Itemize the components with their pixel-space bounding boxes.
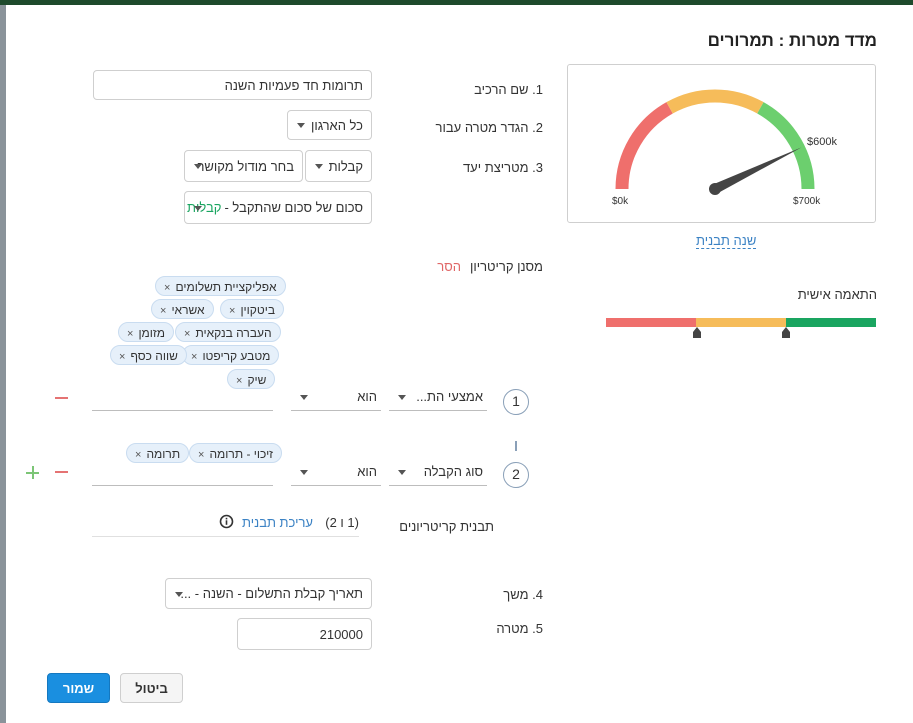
target-metric-label: 3. מטריצת יעד — [462, 160, 543, 175]
tag-remove-icon[interactable]: × — [160, 305, 167, 317]
remove-criterion-icon[interactable] — [55, 397, 68, 399]
chevron-down-icon — [315, 164, 323, 169]
goal-meter-dialog: מדד מטרות : תמרורים 1. שם הרכיב תרומות ח… — [6, 5, 913, 723]
chevron-down-icon — [398, 469, 406, 475]
criterion-tag: שווה כסף× — [110, 345, 187, 365]
criterion-tag: שיק× — [227, 369, 276, 389]
goal-value: 210000 — [319, 626, 363, 642]
criterion-1-operator-select[interactable]: הוא — [291, 383, 381, 411]
widget-name-label: 1. שם הרכיב — [474, 82, 543, 97]
criterion-number-2: 2 — [503, 462, 529, 488]
criteria-connector — [515, 441, 517, 451]
range-handle-icon[interactable] — [692, 327, 702, 338]
criterion-tag: מטבע קריפטו× — [182, 345, 280, 365]
change-template-link[interactable]: שנה תבנית — [696, 233, 757, 249]
gauge-segment-green — [757, 102, 815, 190]
linked-module-value: בחר מודול מקושר — [197, 158, 294, 174]
criterion-2-field-select[interactable]: סוג הקבלה — [389, 458, 487, 486]
top-accent-bar — [0, 0, 913, 5]
tag-remove-icon[interactable]: × — [184, 328, 191, 340]
criterion-2-value-input[interactable] — [92, 458, 273, 486]
target-for-select[interactable]: כל הארגון — [287, 110, 372, 140]
tag-remove-icon[interactable]: × — [135, 449, 142, 461]
cancel-button[interactable]: ביטול — [120, 673, 183, 703]
criteria-pattern-field — [92, 508, 359, 537]
range-handle-icon[interactable] — [781, 327, 791, 338]
remove-criteria-link[interactable]: הסר — [437, 259, 461, 274]
remove-criterion-icon[interactable] — [55, 471, 68, 473]
info-icon[interactable] — [219, 514, 234, 529]
aggregate-select[interactable]: סכום של סכום שהתקבל - קבלות — [184, 191, 372, 224]
gauge-segment-red — [615, 102, 673, 190]
add-criterion-icon[interactable] — [26, 466, 39, 479]
target-for-label: 2. הגדר מטרה עבור — [435, 120, 543, 135]
linked-module-select[interactable]: בחר מודול מקושר — [184, 150, 303, 182]
background-page — [0, 5, 8, 723]
personalization-label: התאמה אישית — [797, 287, 877, 302]
chevron-down-icon — [398, 394, 406, 400]
criterion-1-value-input[interactable] — [92, 383, 273, 411]
gauge-needle — [712, 147, 802, 194]
dialog-title: מדד מטרות : תמרורים — [707, 31, 877, 50]
tag-remove-icon[interactable]: × — [119, 351, 126, 363]
criterion-tag: מזומן× — [118, 322, 175, 342]
tag-remove-icon[interactable]: × — [191, 351, 198, 363]
chevron-down-icon — [175, 591, 183, 597]
personalization-segment-green — [785, 318, 876, 327]
criterion-tag: תרומה× — [126, 443, 190, 463]
duration-label: 4. משך — [503, 587, 543, 602]
target-for-value: כל הארגון — [310, 117, 363, 133]
chevron-down-icon — [194, 205, 202, 211]
criterion-number-1: 1 — [503, 389, 529, 415]
tag-remove-icon[interactable]: × — [229, 305, 236, 317]
chevron-down-icon — [300, 469, 308, 475]
widget-name-value: תרומות חד פעמיות השנה — [224, 77, 363, 93]
tag-remove-icon[interactable]: × — [236, 375, 243, 387]
goal-label: 5. מטרה — [496, 621, 543, 636]
personalization-segment-yellow — [695, 318, 786, 327]
criterion-tag: ביטקוין× — [220, 299, 284, 319]
aggregate-prefix: סכום של סכום שהתקבל - — [224, 200, 363, 215]
criterion-tag: אשראי× — [151, 299, 214, 319]
criteria-filter-label: מסנן קריטריון — [469, 259, 543, 274]
duration-value: תאריך קבלת התשלום - השנה - ... — [180, 586, 363, 601]
criterion-tag: אפליקציית תשלומים× — [155, 276, 286, 296]
widget-name-input[interactable]: תרומות חד פעמיות השנה — [93, 70, 372, 100]
tag-remove-icon[interactable]: × — [164, 282, 171, 294]
chevron-down-icon — [194, 164, 202, 169]
criterion-2-operator-select[interactable]: הוא — [291, 458, 381, 486]
module-select[interactable]: קבלות — [305, 150, 372, 182]
criterion-1-field-select[interactable]: אמצעי הת... — [389, 383, 487, 411]
criteria-pattern-label: תבנית קריטריונים — [399, 519, 494, 534]
gauge-min-label: $0k — [612, 196, 629, 207]
goal-input[interactable]: 210000 — [237, 618, 372, 650]
tag-remove-icon[interactable]: × — [127, 328, 134, 340]
chevron-down-icon — [297, 123, 305, 128]
gauge-value-label: $600k — [807, 136, 837, 148]
chevron-down-icon — [300, 394, 308, 400]
criterion-tag: העברה בנקאית× — [175, 322, 281, 342]
tag-remove-icon[interactable]: × — [198, 449, 205, 461]
personalization-segment-red — [606, 318, 696, 327]
gauge-chart: $0k $700k $600k — [612, 89, 837, 207]
criterion-tag: זיכוי - תרומה× — [189, 443, 283, 463]
duration-select[interactable]: תאריך קבלת התשלום - השנה - ... — [165, 578, 372, 609]
edit-pattern-link[interactable]: עריכת תבנית — [242, 515, 313, 530]
personalization-bar — [606, 318, 876, 327]
save-button[interactable]: שמור — [47, 673, 110, 703]
gauge-max-label: $700k — [793, 196, 821, 207]
gauge-preview: $0k $700k $600k — [567, 64, 876, 223]
gauge-segment-yellow — [666, 89, 764, 114]
aggregate-module: קבלות — [187, 200, 222, 215]
criteria-pattern-value: (1 ו 2) — [325, 515, 359, 530]
module-value: קבלות — [328, 158, 363, 174]
gauge-needle-hub — [709, 183, 721, 195]
